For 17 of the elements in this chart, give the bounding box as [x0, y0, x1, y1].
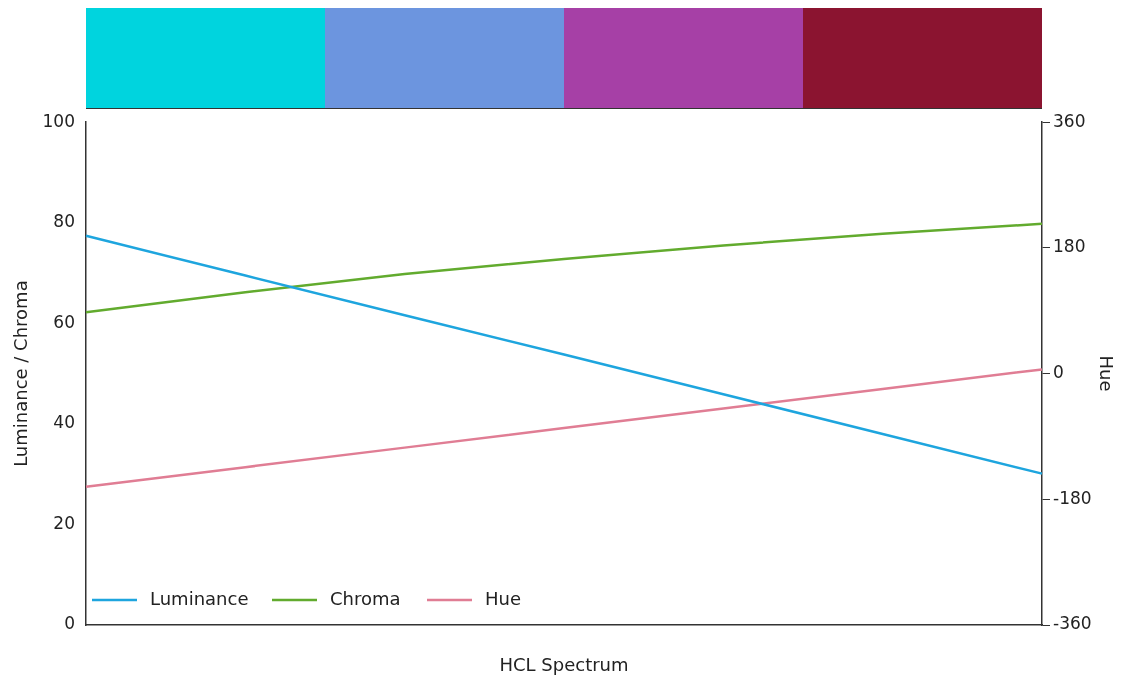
y-tick-label: 100: [42, 110, 75, 131]
y2-tick-label: -180: [1053, 487, 1092, 508]
legend-label: Luminance: [150, 587, 249, 609]
y-axis-title: Luminance / Chroma: [10, 280, 32, 467]
legend-label: Hue: [485, 587, 522, 609]
x-axis-title: HCL Spectrum: [499, 653, 629, 675]
y-tick-label: 60: [53, 311, 75, 332]
y-tick-label: 80: [53, 211, 75, 232]
y-tick-label: 20: [53, 512, 75, 533]
y2-tick-label: 180: [1053, 236, 1086, 257]
y2-tick-label: -360: [1053, 613, 1092, 634]
y-tick-label: 0: [64, 613, 75, 634]
y2-tick-label: 0: [1053, 362, 1064, 383]
y-tick-label: 40: [53, 412, 75, 433]
y2-axis-title: Hue: [1095, 355, 1117, 392]
y2-tick-label: 360: [1053, 110, 1086, 131]
legend-label: Chroma: [330, 587, 401, 609]
